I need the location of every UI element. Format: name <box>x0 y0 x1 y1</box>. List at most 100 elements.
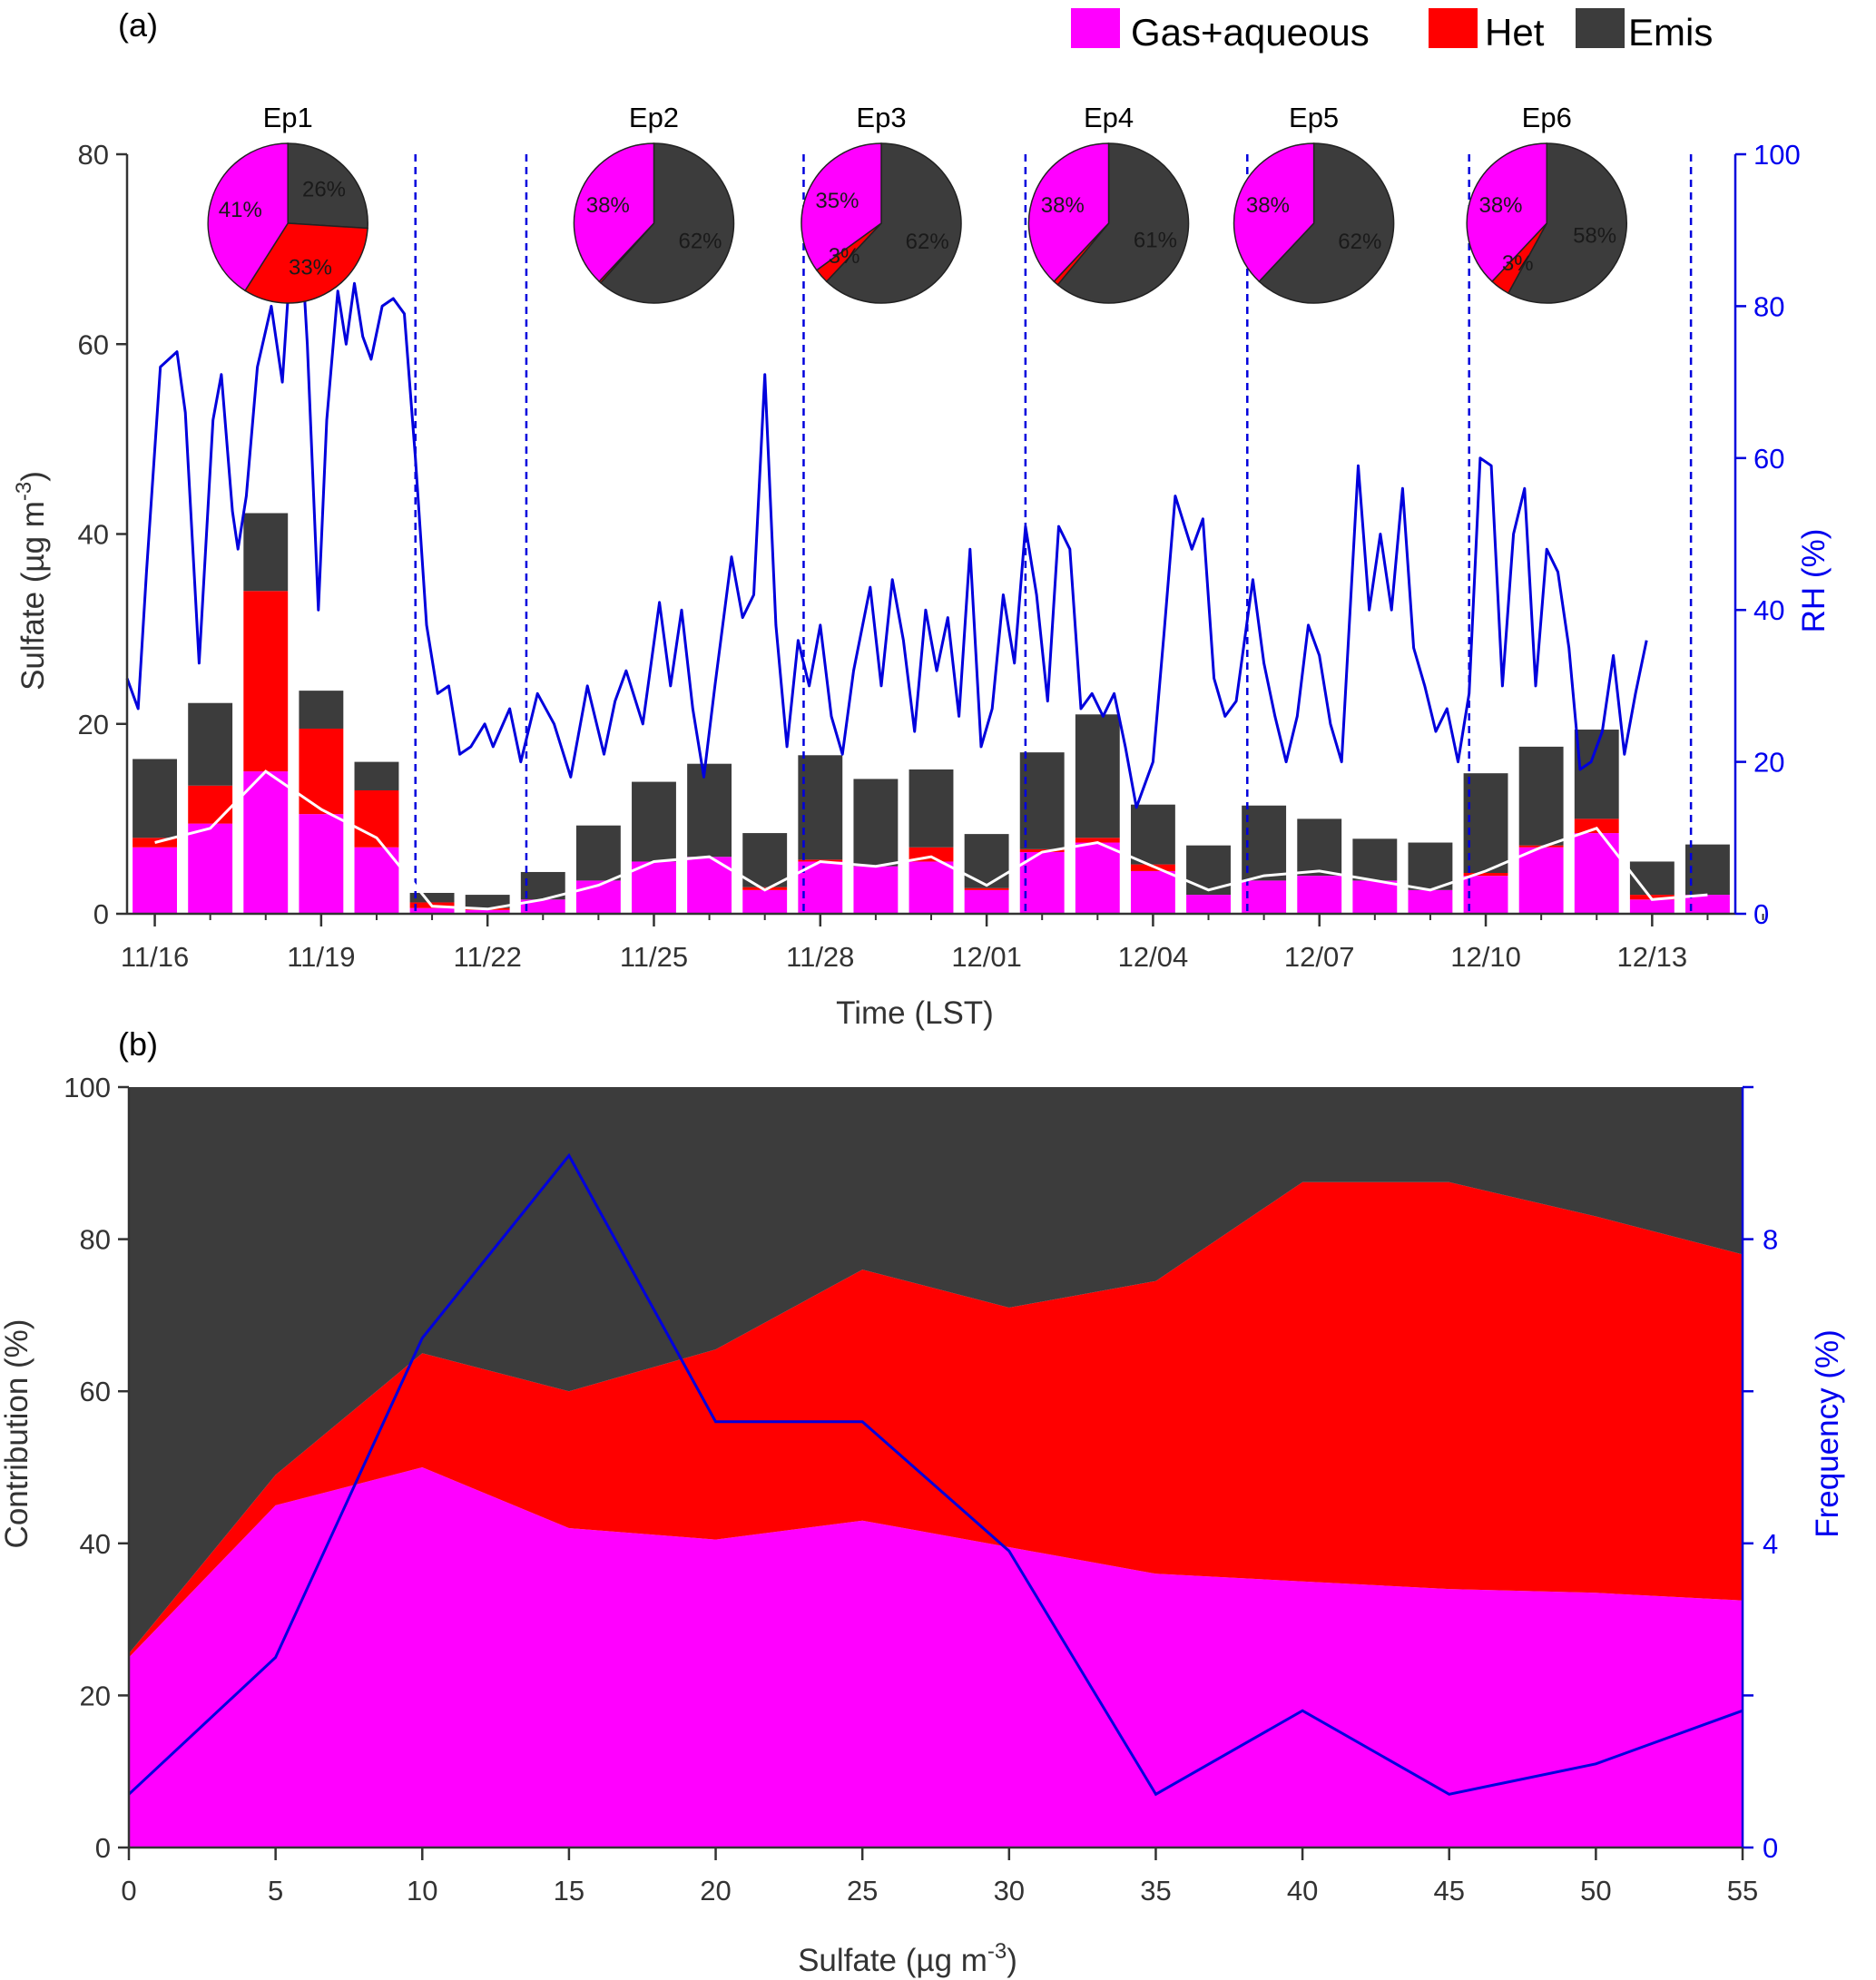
bar-het-1 <box>188 785 233 824</box>
bar-gas-aqueous-15 <box>964 889 1009 914</box>
pie-label-0-0: 41% <box>219 198 262 222</box>
bar-het-0 <box>133 838 177 848</box>
bar-emis-17 <box>1075 714 1120 838</box>
pie-label-0-2: 26% <box>302 178 346 202</box>
b-xtick-label-35: 35 <box>1140 1875 1171 1906</box>
pie-label-0-1: 33% <box>289 256 332 280</box>
bar-emis-18 <box>1130 804 1175 865</box>
pie-title-ep4: Ep4 <box>1084 102 1134 133</box>
rh-path <box>125 198 1648 809</box>
b-xtick-label-40: 40 <box>1287 1875 1318 1906</box>
pie-label-3-0: 38% <box>1041 193 1085 218</box>
bar-het-24 <box>1463 873 1508 877</box>
bar-emis-16 <box>1019 752 1065 849</box>
bar-emis-6 <box>465 895 510 908</box>
b-ytick-left-label-80: 80 <box>80 1224 111 1256</box>
bar-het-16 <box>1019 848 1065 852</box>
episode-pies: Ep1 41% 33% 26% Ep2 38% 62% Ep3 35% 3% 62% Ep4 38% 61… <box>207 102 1627 304</box>
pie-slice-0-0 <box>207 142 289 292</box>
bar-emis-8 <box>575 825 621 881</box>
bar-emis-23 <box>1408 842 1453 890</box>
bar-gas-aqueous-25 <box>1518 847 1564 914</box>
a-ytick-right-label-20: 20 <box>1753 747 1784 779</box>
pie-slice-1-0 <box>573 142 655 283</box>
a-ytick-right-label-100: 100 <box>1753 139 1801 171</box>
panel-b-ylabel-left: Contribution (%) <box>0 1319 34 1549</box>
observed-sulfate-line <box>154 769 1708 911</box>
bar-gas-aqueous-11 <box>742 889 788 914</box>
a-ytick-right-label-0: 0 <box>1753 898 1769 930</box>
bar-emis-10 <box>687 763 732 858</box>
pie-label-2-1: 3% <box>829 244 860 269</box>
panel-a-axes: 0 20 40 60 80 0 20 40 60 80 100 11/16 11/19 11/22 11/2… <box>78 139 1801 973</box>
pie-slice-0-2 <box>287 142 368 230</box>
a-xtick-label-5: 12/01 <box>951 941 1022 973</box>
frequency-line <box>127 1152 1743 1797</box>
b-ytick-right-label-0: 0 <box>1763 1832 1778 1864</box>
bar-emis-5 <box>409 892 455 903</box>
panel-a-bars <box>133 513 1730 914</box>
b-ytick-left-label-60: 60 <box>80 1376 111 1407</box>
legend: Gas+aqueous Het Emis <box>1071 8 1713 54</box>
bar-emis-12 <box>798 755 843 860</box>
observed-sulfate-path <box>154 769 1708 911</box>
b-xtick-label-20: 20 <box>700 1875 731 1906</box>
bar-gas-aqueous-5 <box>409 907 455 914</box>
b-ytick-right-label-4: 4 <box>1763 1528 1778 1560</box>
bar-emis-0 <box>133 759 177 838</box>
bar-emis-24 <box>1463 773 1508 874</box>
b-ytick-left-label-40: 40 <box>80 1528 111 1560</box>
bar-gas-aqueous-17 <box>1075 842 1120 914</box>
b-xtick-label-45: 45 <box>1433 1875 1464 1906</box>
a-xtick-label-3: 11/25 <box>620 941 688 973</box>
legend-label-gas-aqueous: Gas+aqueous <box>1131 11 1370 54</box>
bar-emis-1 <box>188 702 233 786</box>
bar-emis-28 <box>1685 844 1730 896</box>
bar-emis-21 <box>1297 818 1342 877</box>
pie-label-4-0: 38% <box>1246 193 1290 218</box>
a-xtick-label-6: 12/04 <box>1118 941 1189 973</box>
bar-emis-9 <box>632 781 676 862</box>
pie-ep4: Ep4 38% 61% <box>1027 102 1190 304</box>
bar-gas-aqueous-6 <box>465 909 510 914</box>
pie-label-2-0: 35% <box>815 189 859 213</box>
bar-emis-15 <box>964 834 1009 888</box>
bar-gas-aqueous-14 <box>909 861 954 914</box>
legend-label-het: Het <box>1485 11 1545 54</box>
b-xtick-label-25: 25 <box>847 1875 878 1906</box>
bar-gas-aqueous-2 <box>243 771 289 914</box>
b-xtick-label-15: 15 <box>554 1875 584 1906</box>
bar-gas-aqueous-9 <box>632 861 676 914</box>
a-ytick-left-label-60: 60 <box>78 328 109 360</box>
bar-gas-aqueous-28 <box>1685 895 1730 914</box>
pie-slice-5-0 <box>1466 142 1547 283</box>
b-xtick-label-10: 10 <box>407 1875 437 1906</box>
b-xtick-label-55: 55 <box>1727 1875 1758 1906</box>
bar-emis-4 <box>354 761 399 790</box>
pie-ep1: Ep1 41% 33% 26% <box>207 102 368 304</box>
bar-gas-aqueous-18 <box>1130 870 1175 914</box>
area-emis <box>129 1087 1743 1654</box>
bar-gas-aqueous-23 <box>1408 889 1453 914</box>
a-xtick-label-1: 11/19 <box>287 941 355 973</box>
pie-label-1-2: 62% <box>678 229 722 253</box>
legend-swatch-het <box>1429 8 1478 48</box>
pie-ep2: Ep2 38% 62% <box>573 102 735 304</box>
a-xtick-label-4: 11/28 <box>786 941 854 973</box>
pie-label-5-2: 58% <box>1573 224 1616 249</box>
pie-label-5-0: 38% <box>1478 193 1522 218</box>
pie-title-ep5: Ep5 <box>1289 102 1339 133</box>
bar-emis-2 <box>243 513 289 592</box>
frequency-path <box>127 1152 1743 1797</box>
area-gas-aqueous <box>129 1467 1743 1848</box>
bar-het-15 <box>964 887 1009 890</box>
a-xtick-label-7: 12/07 <box>1284 941 1355 973</box>
b-ytick-left-label-0: 0 <box>95 1832 111 1864</box>
bar-emis-13 <box>853 779 899 867</box>
bar-emis-3 <box>299 691 344 729</box>
legend-label-emis: Emis <box>1628 11 1713 54</box>
panel-a-label: (a) <box>118 6 158 44</box>
pie-slice-1-2 <box>599 142 735 304</box>
